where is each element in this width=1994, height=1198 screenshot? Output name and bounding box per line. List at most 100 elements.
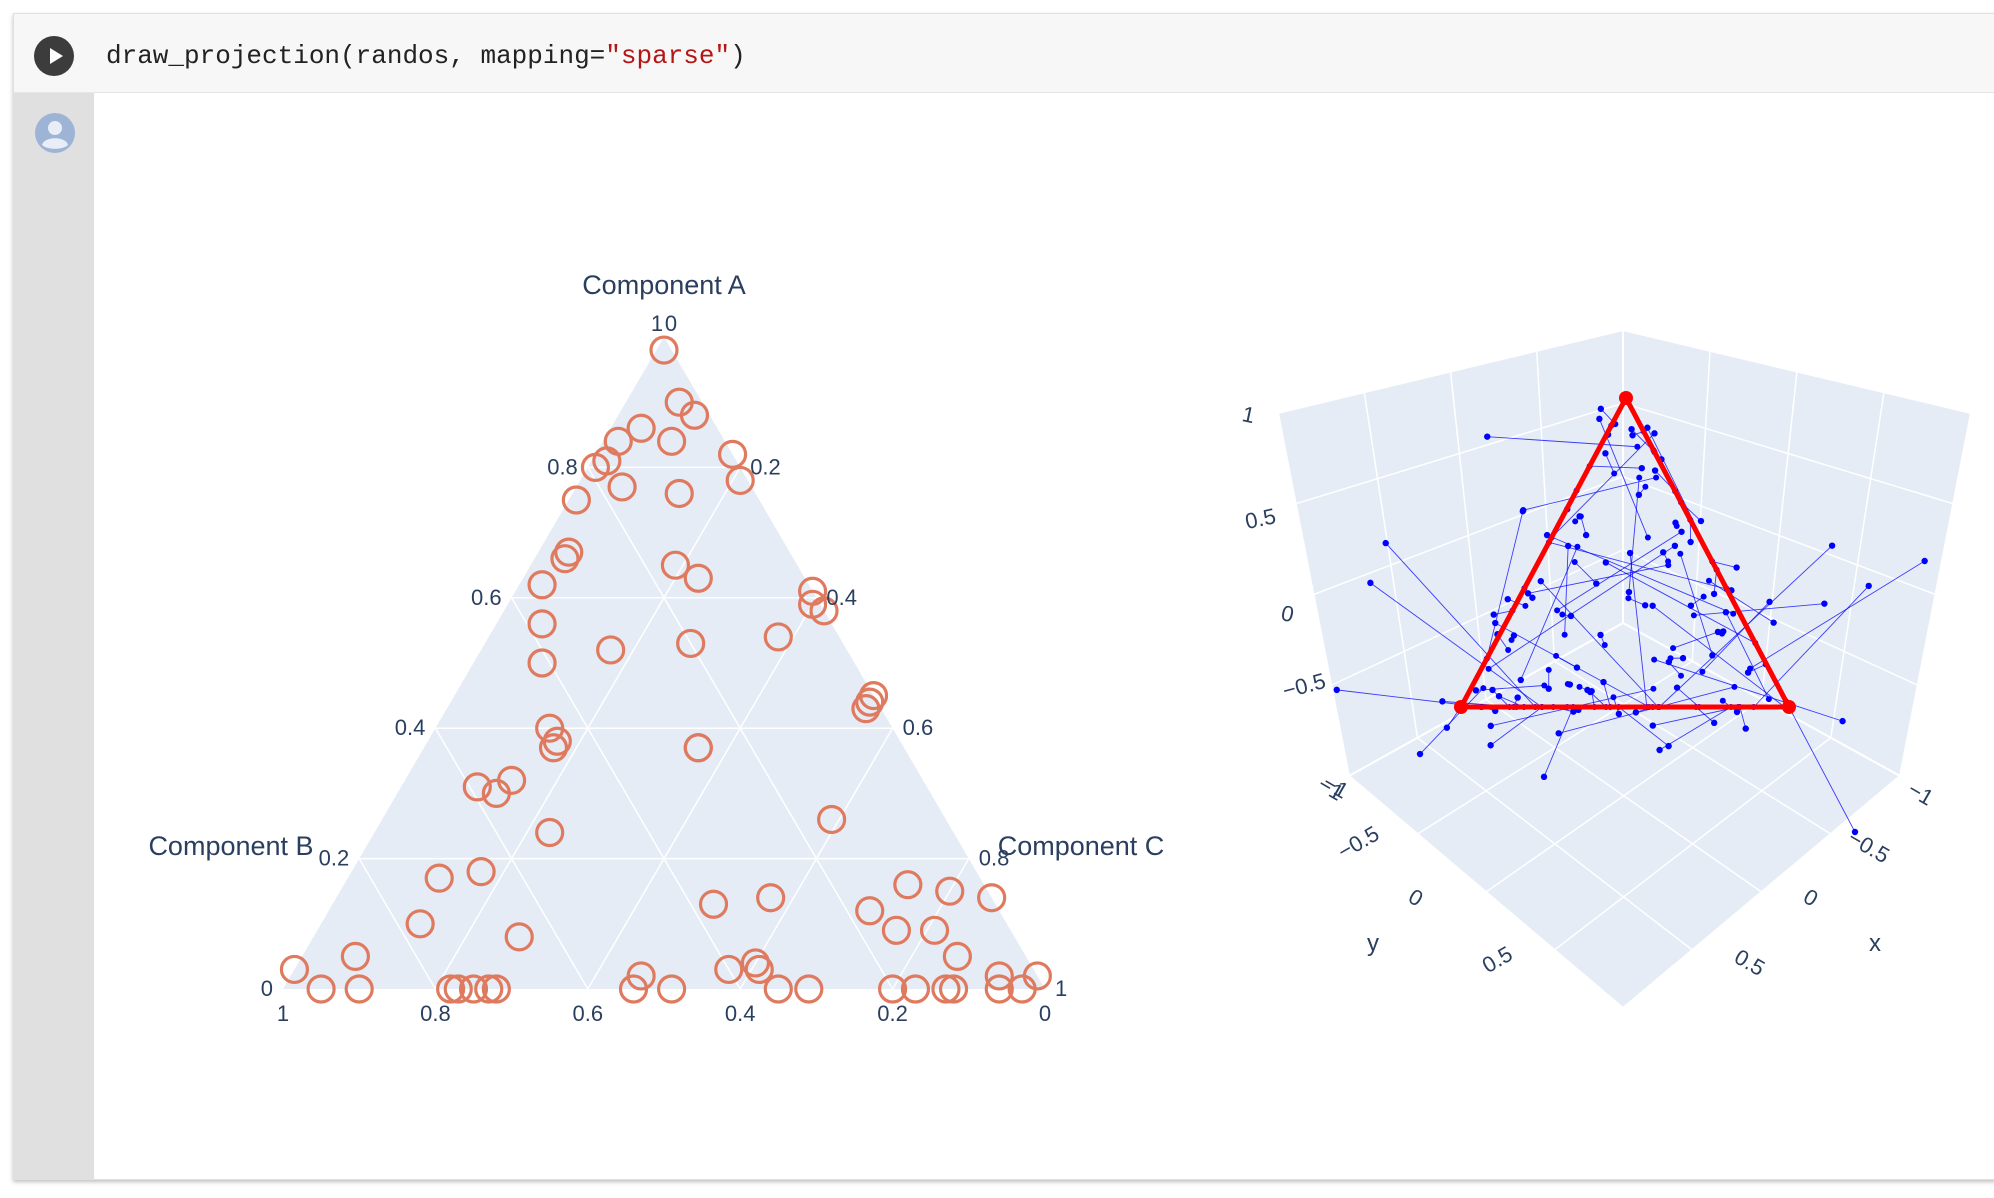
scene-point	[1567, 612, 1575, 620]
scene-point-projected	[1765, 696, 1772, 703]
ternary-marker	[657, 974, 687, 1004]
scene-point	[1649, 722, 1657, 729]
projection-line	[1574, 561, 1597, 584]
scene-point	[1487, 742, 1494, 749]
projection-line	[1739, 706, 1747, 729]
ternary-marker	[538, 733, 569, 763]
scene-grid-line	[1830, 392, 1885, 738]
projection-line	[1598, 418, 1649, 538]
scene-point	[1651, 467, 1659, 474]
scene-point-projected	[1601, 642, 1608, 649]
scene-point	[1514, 694, 1521, 701]
y-tick-0: 0	[1404, 884, 1427, 912]
b-tick-label: 1	[277, 1001, 289, 1026]
ternary-marker	[649, 335, 679, 365]
scene-point-projected	[1564, 680, 1571, 687]
ternary-marker	[855, 687, 885, 717]
scene-point	[1628, 425, 1635, 433]
scene-point	[1495, 692, 1503, 700]
ternary-marker	[817, 804, 847, 835]
axis-b-title: Component B	[148, 831, 313, 861]
scene-point	[1865, 582, 1872, 590]
scene-grid-line	[1554, 737, 1832, 951]
scene-point-projected	[1480, 685, 1487, 692]
scene-point	[1742, 725, 1749, 732]
projection-line	[1676, 687, 1700, 708]
plot-canvas[interactable]: Component A Component B Component C 0 0.2…	[95, 93, 1994, 1179]
scene-point	[1665, 742, 1672, 750]
b-tick-label: 0.2	[877, 1001, 908, 1026]
ternary-marker	[474, 974, 504, 1004]
scene-point-projected	[1700, 593, 1707, 600]
projection-line	[1556, 531, 1682, 611]
scene-point	[1555, 730, 1562, 737]
ternary-marker	[481, 778, 511, 809]
scene-point-projected	[1634, 443, 1641, 450]
scene-point-projected	[1541, 682, 1548, 689]
ternary-marker	[725, 465, 755, 496]
projection-line	[1589, 465, 1642, 469]
scene-point	[1821, 600, 1828, 607]
scene-point	[1615, 710, 1623, 718]
scene-point-projected	[1747, 665, 1754, 672]
simplex-vertex	[1619, 391, 1633, 405]
scene-point-projected	[1553, 652, 1560, 659]
projection-line	[1693, 603, 1825, 616]
scene-point	[1602, 450, 1609, 457]
scene-point-projected	[1554, 607, 1561, 614]
scene-point	[1529, 594, 1536, 601]
scene-point-projected	[1610, 694, 1617, 701]
ternary-marker	[664, 478, 694, 509]
projection-line	[1475, 685, 1545, 691]
ternary-marker	[881, 915, 912, 945]
scene-point	[1600, 678, 1607, 686]
code-input-row[interactable]: draw_projection(randos, mapping="sparse"…	[14, 14, 1994, 93]
scene-grid-line	[1485, 698, 1762, 893]
ternary-grid-c	[587, 597, 818, 990]
a-tick-label: 0.2	[319, 846, 350, 871]
scene-point-projected	[1505, 646, 1512, 653]
projection-line	[1603, 681, 1611, 708]
scene-point	[1540, 773, 1548, 781]
scene-point-projected	[1673, 523, 1680, 530]
scene-point-projected	[1577, 513, 1584, 520]
scene-point	[1596, 415, 1603, 423]
scene-point-projected	[1705, 577, 1712, 584]
ternary-marker	[977, 883, 1007, 913]
simplex-vertex	[1454, 700, 1468, 714]
scene-point	[1660, 549, 1667, 556]
ternary-marker	[900, 974, 931, 1004]
projection-line	[1558, 686, 1735, 734]
code-text: draw_projection(randos, mapping=	[106, 41, 606, 71]
ternary-gridlines	[358, 466, 970, 990]
scene-point	[1687, 602, 1695, 609]
ternary-marker	[714, 954, 744, 985]
ternary-marker	[763, 622, 793, 652]
scene-point	[1545, 685, 1552, 692]
scene-point-projected	[1571, 558, 1578, 565]
scene-point-projected	[1651, 656, 1658, 663]
run-cell-button[interactable]	[34, 36, 74, 76]
scene-point	[1490, 611, 1497, 618]
code-editor[interactable]: draw_projection(randos, mapping="sparse"…	[106, 41, 746, 71]
scene-point-projected	[1731, 683, 1738, 690]
x-axis-title: x	[1869, 930, 1881, 957]
a-tick-label: 0.4	[395, 715, 426, 740]
scene-point	[1602, 559, 1610, 566]
ternary-marker	[717, 439, 748, 469]
projection-line	[1527, 564, 1669, 594]
ternary-marker	[676, 628, 706, 659]
z-tick-0: 0	[1279, 600, 1296, 627]
c-tick-label: 0.8	[979, 846, 1010, 871]
scene-point	[1517, 676, 1524, 684]
scene-point-projected	[1625, 595, 1632, 602]
play-icon	[50, 48, 63, 64]
scene-point	[1638, 464, 1645, 472]
ternary-marker	[279, 954, 310, 985]
scene-point	[1524, 590, 1532, 597]
c-tick-label: 0	[665, 311, 677, 336]
ternary-marker	[535, 817, 565, 848]
scene-point	[1416, 750, 1424, 758]
scene-point	[1679, 654, 1687, 662]
scene-point-projected	[1650, 685, 1657, 692]
